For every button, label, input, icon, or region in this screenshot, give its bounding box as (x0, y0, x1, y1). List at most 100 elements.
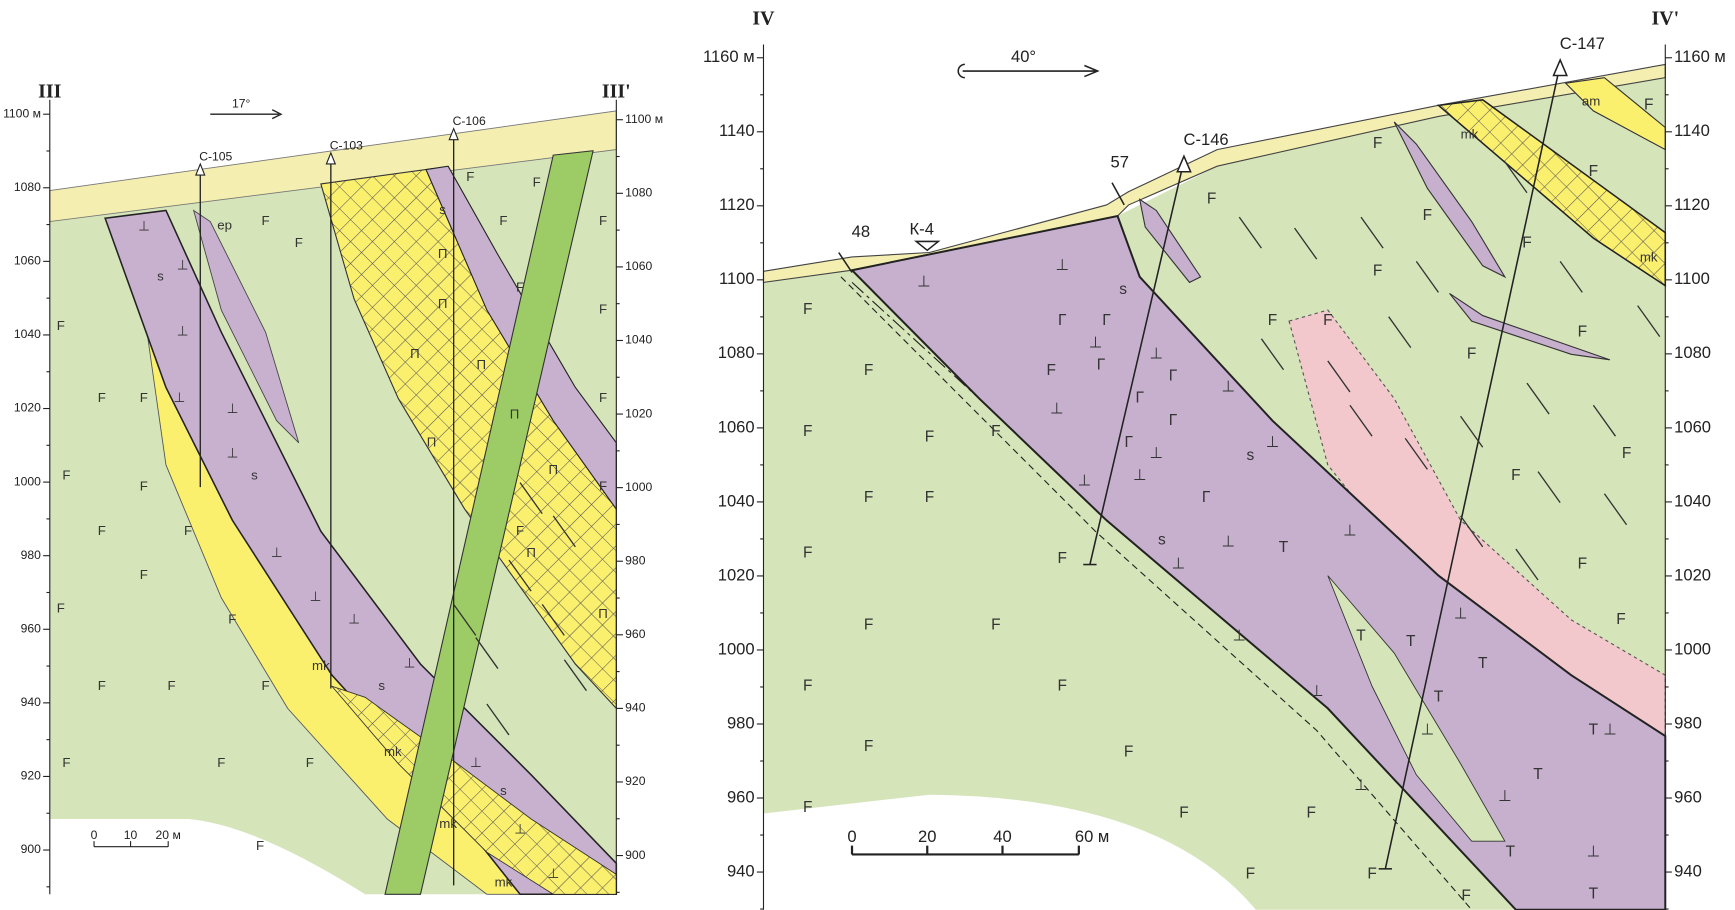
elevation-label: 1140 (719, 121, 755, 140)
rock-symbol: mk (439, 816, 457, 831)
elevation-label: 980 (625, 553, 646, 567)
elevation-label: 1160 м (703, 47, 755, 66)
elevation-label: 1120 (1674, 195, 1710, 214)
elevation-label: 1040 (1674, 491, 1711, 510)
rock-symbol: mk (1461, 127, 1479, 142)
rock-symbol: s (157, 268, 164, 283)
elevation-label: 900 (21, 842, 42, 856)
rock-symbol: T (1478, 655, 1488, 672)
elevation-label: 1040 (625, 333, 652, 347)
rock-symbol: П (526, 545, 536, 560)
rock-symbol: П (427, 434, 437, 449)
elevation-label: 1100 м (3, 106, 41, 120)
rock-symbol: F (925, 489, 934, 506)
rock-symbol: ⊥ (271, 545, 283, 560)
rock-symbol: ⊥ (1603, 722, 1617, 739)
rock-symbol: F (533, 174, 541, 189)
direction-arrow (958, 64, 1097, 77)
scale-label: 40 (993, 827, 1011, 846)
rock-symbol: F (184, 523, 192, 538)
section-start: III (38, 81, 61, 103)
rock-symbol: F (1373, 262, 1382, 279)
rock-symbol: s (1246, 447, 1254, 464)
borehole-head (1554, 60, 1567, 75)
rock-symbol: Г (1102, 312, 1111, 329)
scale-label: 60 м (1075, 827, 1109, 846)
rock-symbol: s (500, 783, 507, 798)
rock-symbol: F (599, 390, 607, 405)
rock-symbol: F (140, 567, 148, 582)
rock-symbol: ⊥ (1266, 434, 1280, 451)
rock-symbol: F (1578, 556, 1587, 573)
rock-symbol: ⊥ (177, 257, 189, 272)
scale-label: 20 м (156, 828, 181, 842)
rock-symbol: F (1323, 312, 1332, 329)
rock-symbol: mk (384, 744, 402, 759)
rock-symbol: Г (1097, 356, 1106, 373)
rock-symbol: ⊥ (1089, 334, 1103, 351)
rock-symbol: mk (312, 658, 330, 673)
direction-label: 40° (1011, 47, 1036, 66)
rock-symbol: П (438, 246, 448, 261)
elevation-label: 1080 (1674, 343, 1711, 362)
rock-symbol: П (410, 346, 420, 361)
rock-symbol: ⊥ (1055, 257, 1069, 274)
rock-symbol: F (98, 390, 106, 405)
rock-symbol: F (1522, 235, 1531, 252)
rock-symbol: ⊥ (1150, 345, 1164, 362)
elevation-label: 960 (625, 627, 646, 641)
rock-symbol: F (306, 755, 314, 770)
rock-symbol: F (1124, 744, 1133, 761)
rock-symbol: F (262, 213, 270, 228)
rock-symbol: ⊥ (1050, 401, 1064, 418)
rock-symbol: F (1268, 312, 1277, 329)
rock-symbol: F (466, 169, 474, 184)
point-label: 57 (1111, 152, 1129, 171)
rock-symbol: F (57, 318, 65, 333)
rock-symbol: ⊥ (917, 273, 931, 290)
rock-symbol: ⊥ (348, 611, 360, 626)
elevation-label: 980 (727, 713, 755, 732)
rock-symbol: F (864, 616, 873, 633)
borehole-label: С-106 (453, 114, 486, 128)
rock-symbol: F (62, 755, 70, 770)
rock-symbol: T (1279, 539, 1289, 556)
rock-symbol: Г (1202, 489, 1211, 506)
rock-symbol: s (1119, 281, 1127, 298)
elevation-label: 940 (1674, 861, 1702, 880)
elevation-label: 940 (727, 861, 755, 880)
elevation-label: 1100 (719, 269, 755, 288)
rock-symbol: s (1158, 531, 1166, 548)
rock-symbol: П (477, 357, 487, 372)
rock-symbol: ⊥ (470, 755, 482, 770)
rock-symbol: F (1306, 805, 1315, 822)
elevation-label: 1060 (718, 417, 755, 436)
rock-symbol: F (140, 390, 148, 405)
rock-symbol: ⊥ (1133, 467, 1147, 484)
elevation-label: 1000 (14, 474, 41, 488)
rock-symbol: F (864, 738, 873, 755)
elevation-label: 1020 (14, 401, 41, 415)
rock-symbol: F (140, 479, 148, 494)
rock-symbol: ⊥ (227, 445, 239, 460)
rock-symbol: ⊥ (1221, 534, 1235, 551)
rock-symbol: T (1506, 843, 1516, 860)
rock-symbol: ⊥ (514, 822, 526, 837)
rock-symbol: F (599, 213, 607, 228)
elevation-label: 960 (21, 621, 42, 635)
elevation-label: 1140 (1674, 121, 1710, 140)
rock-symbol: ⊥ (1233, 628, 1247, 645)
borehole-label: С-105 (199, 150, 232, 164)
rock-symbol: T (1356, 628, 1366, 645)
section-start: IV (752, 8, 775, 30)
borehole-label: С-103 (330, 139, 363, 153)
scale-label: 0 (91, 828, 98, 842)
rock-symbol: F (62, 468, 70, 483)
rock-symbol: F (1589, 163, 1598, 180)
elevation-label: 1060 (14, 254, 41, 268)
rock-symbol: F (262, 678, 270, 693)
scale-label: 0 (847, 827, 856, 846)
section-end: IV' (1651, 8, 1679, 30)
elevation-label: 1040 (14, 327, 41, 341)
elevation-label: 1020 (625, 406, 652, 420)
